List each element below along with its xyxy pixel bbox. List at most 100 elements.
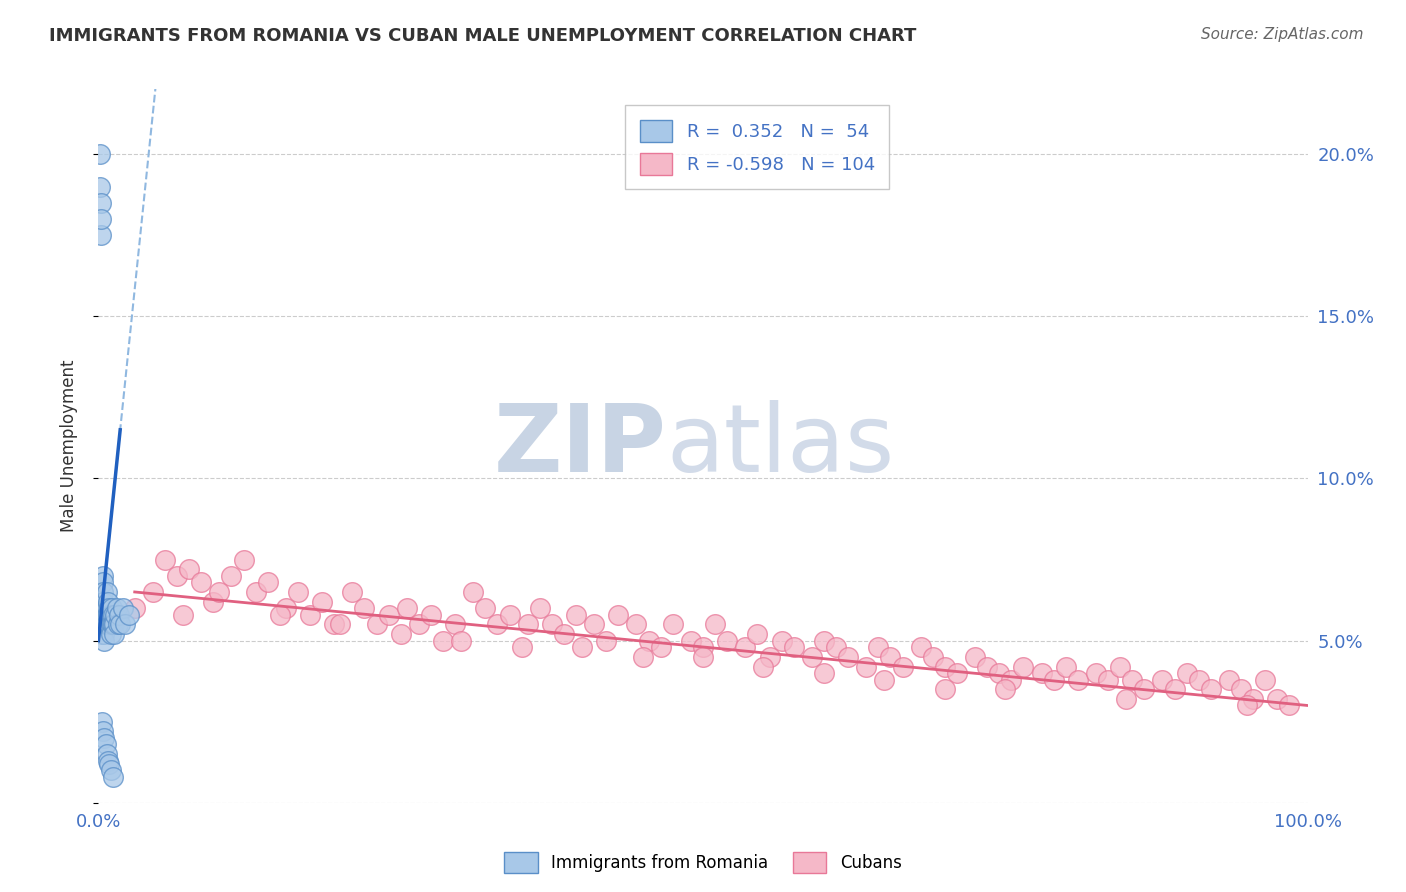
Point: [692, 640, 714, 654]
Point: [97, 595, 120, 609]
Point: [124, 601, 146, 615]
Point: [934, 682, 956, 697]
Text: ZIP: ZIP: [494, 400, 666, 492]
Point: [91, 568, 114, 582]
Point: [108, 607, 131, 622]
Text: atlas: atlas: [666, 400, 896, 492]
Point: [105, 601, 128, 615]
Point: [91, 607, 114, 622]
Point: [1175, 666, 1198, 681]
Point: [100, 764, 122, 778]
Point: [782, 640, 804, 654]
Point: [287, 585, 309, 599]
Point: [269, 607, 291, 622]
Point: [934, 659, 956, 673]
Y-axis label: Male Unemployment: Male Unemployment: [59, 359, 77, 533]
Point: [758, 649, 780, 664]
Point: [486, 617, 509, 632]
Point: [172, 607, 194, 622]
Point: [103, 627, 125, 641]
Point: [1000, 673, 1022, 687]
Point: [825, 640, 848, 654]
Point: [101, 770, 124, 784]
Point: [1267, 692, 1289, 706]
Point: [1230, 682, 1253, 697]
Point: [232, 552, 254, 566]
Point: [965, 649, 987, 664]
Point: [97, 607, 120, 622]
Point: [395, 601, 418, 615]
Point: [1085, 666, 1108, 681]
Point: [1054, 659, 1077, 673]
Point: [108, 617, 131, 632]
Point: [432, 633, 454, 648]
Point: [679, 633, 702, 648]
Point: [91, 617, 114, 632]
Point: [994, 682, 1017, 697]
Point: [91, 724, 114, 739]
Point: [153, 552, 176, 566]
Point: [444, 617, 467, 632]
Point: [299, 607, 322, 622]
Point: [813, 666, 835, 681]
Point: [366, 617, 388, 632]
Point: [873, 673, 896, 687]
Point: [1067, 673, 1090, 687]
Point: [93, 607, 115, 622]
Point: [90, 211, 112, 226]
Point: [595, 633, 617, 648]
Point: [100, 601, 122, 615]
Point: [650, 640, 672, 654]
Point: [101, 617, 124, 632]
Point: [256, 575, 278, 590]
Point: [93, 617, 115, 632]
Point: [463, 585, 485, 599]
Point: [208, 585, 231, 599]
Point: [1236, 698, 1258, 713]
Point: [1097, 673, 1119, 687]
Point: [93, 627, 115, 641]
Point: [516, 617, 538, 632]
Point: [607, 607, 630, 622]
Point: [1115, 692, 1137, 706]
Point: [1031, 666, 1053, 681]
Point: [342, 585, 364, 599]
Point: [91, 595, 114, 609]
Point: [91, 627, 114, 641]
Point: [90, 195, 112, 210]
Point: [747, 627, 769, 641]
Point: [274, 601, 297, 615]
Point: [97, 754, 120, 768]
Point: [202, 595, 225, 609]
Point: [101, 607, 124, 622]
Point: [855, 659, 877, 673]
Point: [474, 601, 496, 615]
Point: [1133, 682, 1156, 697]
Point: [716, 633, 738, 648]
Point: [91, 575, 114, 590]
Point: [179, 562, 201, 576]
Point: [946, 666, 969, 681]
Point: [879, 649, 901, 664]
Point: [98, 617, 121, 632]
Point: [637, 633, 659, 648]
Point: [98, 756, 121, 771]
Point: [800, 649, 823, 664]
Point: [770, 633, 793, 648]
Point: [166, 568, 188, 582]
Point: [89, 179, 111, 194]
Text: Source: ZipAtlas.com: Source: ZipAtlas.com: [1201, 27, 1364, 42]
Point: [921, 649, 943, 664]
Point: [142, 585, 165, 599]
Point: [1109, 659, 1132, 673]
Point: [1218, 673, 1240, 687]
Point: [1042, 673, 1064, 687]
Point: [408, 617, 430, 632]
Point: [1241, 692, 1264, 706]
Point: [91, 601, 114, 615]
Point: [245, 585, 267, 599]
Point: [571, 640, 593, 654]
Point: [1163, 682, 1185, 697]
Point: [1278, 698, 1301, 713]
Point: [114, 617, 136, 632]
